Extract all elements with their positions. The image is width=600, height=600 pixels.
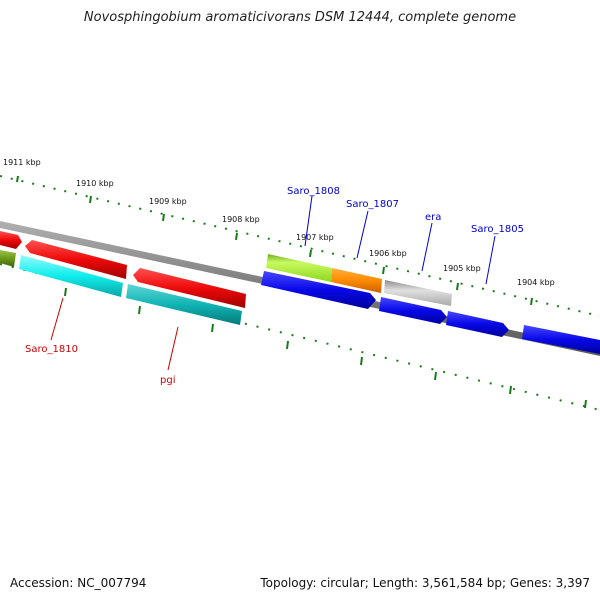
gene-arrow-blue[interactable] <box>261 271 376 309</box>
gene-arrow-pgi[interactable] <box>126 284 242 325</box>
major-tick <box>286 340 289 350</box>
gene-labels-top: Saro_1808 Saro_1807 era Saro_1805 <box>287 186 524 235</box>
label-leaders-bottom <box>50 297 179 371</box>
gene-arrow-saro-1810[interactable] <box>19 255 123 297</box>
leader-line <box>485 235 496 285</box>
gene-arrow-era[interactable] <box>384 280 452 306</box>
kbp-label: 1909 kbp <box>149 197 187 206</box>
kbp-labels: 1911 kbp 1910 kbp 1909 kbp 1908 kbp 1907… <box>3 158 555 287</box>
major-tick <box>456 282 459 291</box>
major-tick <box>64 287 67 297</box>
kbp-label: 1905 kbp <box>443 264 481 273</box>
gene-label-saro-1810[interactable]: Saro_1810 <box>25 344 78 355</box>
major-tick <box>235 232 238 241</box>
tick-track-outer <box>0 175 600 317</box>
major-tick <box>89 195 92 204</box>
gene-label-saro-1808[interactable]: Saro_1808 <box>287 186 340 197</box>
gene-arrow-red[interactable] <box>133 268 246 308</box>
major-tick <box>16 175 19 183</box>
major-tick <box>138 305 141 315</box>
leader-line <box>304 195 313 247</box>
major-ticks-outer <box>16 175 533 306</box>
major-tick <box>509 385 512 395</box>
gene-label-saro-1807[interactable]: Saro_1807 <box>346 199 399 210</box>
forward-strand-genes <box>0 231 452 308</box>
gene-arrow-blue[interactable] <box>379 297 447 324</box>
gene-arrow-saro-1808[interactable] <box>266 254 332 282</box>
gene-arrow-red[interactable] <box>0 231 22 249</box>
gene-label-era[interactable]: era <box>425 212 441 223</box>
major-tick <box>434 371 437 381</box>
kbp-label: 1908 kbp <box>222 215 260 224</box>
gene-label-saro-1805[interactable]: Saro_1805 <box>471 224 524 235</box>
gene-label-pgi[interactable]: pgi <box>160 375 175 386</box>
gene-arrow-red[interactable] <box>25 240 127 279</box>
leader-line <box>50 297 64 341</box>
kbp-label: 1907 kbp <box>296 233 334 242</box>
gene-arrow-blue[interactable] <box>522 325 600 354</box>
major-tick <box>162 213 165 222</box>
leader-line <box>167 326 179 371</box>
major-ticks-inner <box>64 287 587 409</box>
major-tick <box>382 266 385 275</box>
kbp-label: 1906 kbp <box>369 249 407 258</box>
major-tick <box>309 249 312 258</box>
map-title: Novosphingobium aromaticivorans DSM 1244… <box>83 10 517 25</box>
accession-text: Accession: NC_007794 <box>10 576 147 590</box>
genome-stats-text: Topology: circular; Length: 3,561,584 bp… <box>260 576 590 590</box>
leader-line <box>356 210 369 259</box>
major-tick <box>360 356 363 366</box>
major-tick <box>584 399 587 409</box>
leader-line <box>421 222 433 272</box>
gene-arrow-olive[interactable] <box>0 250 16 267</box>
kbp-label: 1904 kbp <box>517 278 555 287</box>
kbp-label: 1911 kbp <box>3 158 41 167</box>
gene-labels-bottom: Saro_1810 pgi <box>25 344 175 386</box>
gene-arrow-saro-1805[interactable] <box>446 311 509 337</box>
major-tick <box>530 297 533 306</box>
reverse-strand-genes <box>19 255 600 354</box>
gene-arrow-saro-1807[interactable] <box>331 268 382 293</box>
label-leaders-top <box>304 195 496 285</box>
major-tick <box>211 323 214 333</box>
kbp-label: 1910 kbp <box>76 179 114 188</box>
